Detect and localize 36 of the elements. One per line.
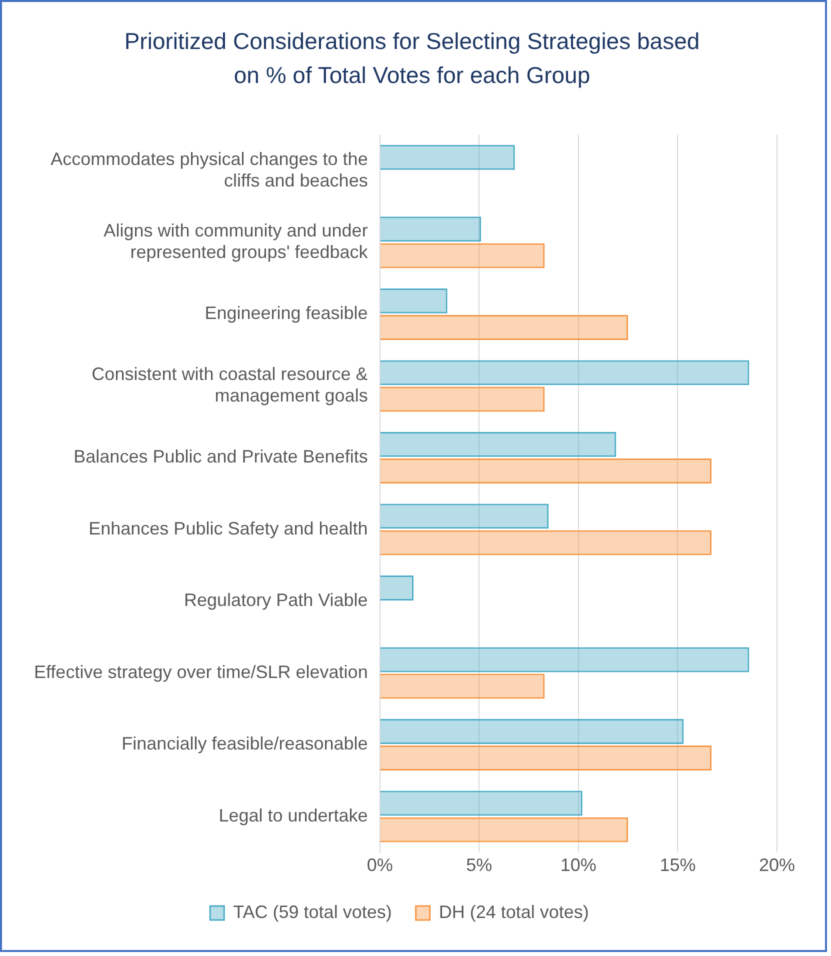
bar <box>380 386 545 412</box>
x-tick-label: 15% <box>660 855 696 876</box>
x-tick-label: 0% <box>366 855 393 876</box>
bar <box>380 647 750 672</box>
bar <box>380 216 482 242</box>
y-tick-label: Legal to undertake <box>218 805 368 826</box>
y-tick-label: Regulatory Path Viable <box>184 590 368 610</box>
bar <box>380 432 616 457</box>
bar <box>380 530 712 556</box>
y-tick-label: Engineering feasible <box>204 303 368 324</box>
x-tick-label: 5% <box>466 855 492 876</box>
bar <box>380 243 545 268</box>
x-tick-label: 10% <box>560 855 596 876</box>
bar <box>380 674 545 699</box>
bar <box>380 360 750 386</box>
bar <box>380 288 448 314</box>
y-tick-label: Accommodates physical changes to the cliffs and beaches <box>50 148 368 190</box>
bar <box>380 575 414 600</box>
legend-label: DH (24 total votes) <box>438 902 589 922</box>
bar <box>380 314 628 340</box>
y-tick-label: Balances Public and Private Benefits <box>74 446 368 467</box>
bar <box>380 144 515 170</box>
y-tick-label: Consistent with coastal resource & management goals <box>92 364 368 406</box>
x-tick-label: 20% <box>758 855 796 876</box>
bar <box>380 504 549 529</box>
chart-title: Prioritized Considerations for Selecting Strategies based on % of Total Votes for each Group <box>123 27 701 90</box>
bar <box>380 790 582 816</box>
bar <box>380 746 712 771</box>
y-tick-label: Enhances Public Safety and health <box>88 518 368 538</box>
y-tick-label: Aligns with community and under represented groups' feedback <box>104 220 369 262</box>
y-tick-label: Effective strategy over time/SLR elevation <box>34 662 368 682</box>
legend-label: TAC (59 total votes) <box>233 902 392 922</box>
y-tick-label: Financially feasible/reasonable <box>122 734 368 754</box>
bar <box>380 817 628 842</box>
bar <box>380 458 712 484</box>
bar <box>380 719 684 744</box>
